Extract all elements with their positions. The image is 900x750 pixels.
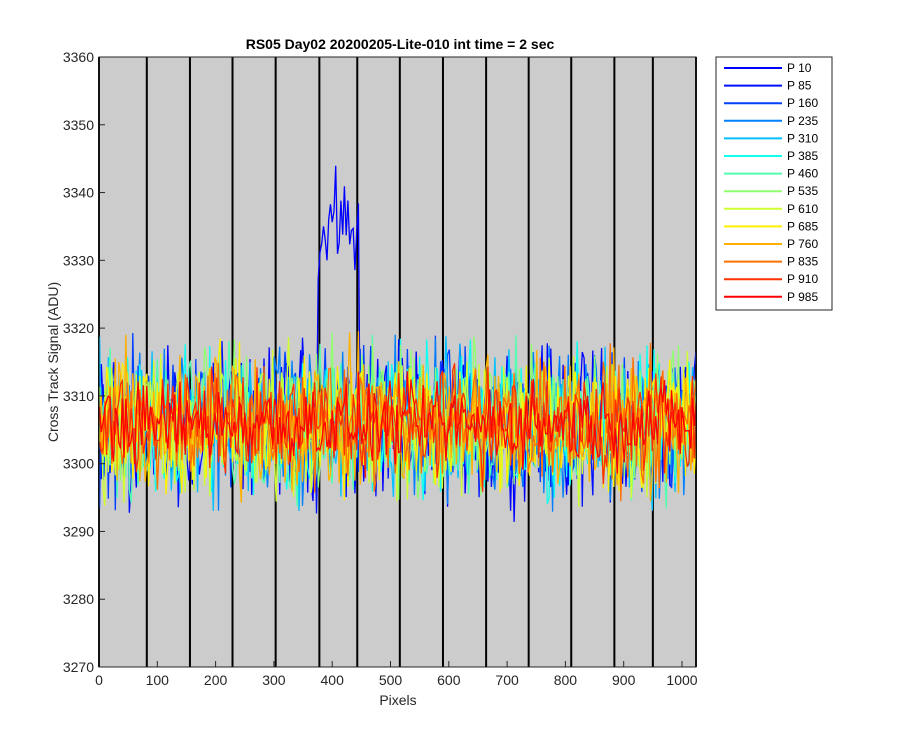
x-tick-label-800: 800: [554, 672, 578, 688]
legend-label-p-160: P 160: [787, 96, 818, 110]
x-axis-label: Pixels: [379, 692, 416, 708]
y-tick-label-3270: 3270: [63, 659, 94, 675]
chart-title: RS05 Day02 20200205-Lite-010 int time = …: [246, 36, 555, 52]
legend-label-p-985: P 985: [787, 290, 818, 304]
y-tick-label-3320: 3320: [63, 320, 94, 336]
x-tick-label-200: 200: [204, 672, 228, 688]
legend-label-p-235: P 235: [787, 114, 818, 128]
y-tick-label-3300: 3300: [63, 456, 94, 472]
plot-area: [99, 57, 696, 667]
y-axis-ticks: 3270 3280 3290 3300 3310 3320 3330 3340 3350 3360: [63, 49, 105, 675]
legend-label-p-610: P 610: [787, 202, 818, 216]
legend-label-p-910: P 910: [787, 272, 818, 286]
series-layer: [99, 165, 696, 522]
y-tick-label-3330: 3330: [63, 252, 94, 268]
x-axis-ticks: 0 100 200 300 400 500 600 700 800 900 1000: [95, 661, 698, 688]
x-tick-label-500: 500: [379, 672, 403, 688]
legend-label-p-760: P 760: [787, 237, 818, 251]
y-tick-label-3360: 3360: [63, 49, 94, 65]
x-tick-label-900: 900: [612, 672, 636, 688]
x-tick-label-600: 600: [437, 672, 461, 688]
legend-label-p-310: P 310: [787, 131, 818, 145]
x-tick-label-400: 400: [321, 672, 345, 688]
y-tick-label-3310: 3310: [63, 388, 94, 404]
y-tick-label-3290: 3290: [63, 523, 94, 539]
y-tick-label-3340: 3340: [63, 185, 94, 201]
y-tick-label-3350: 3350: [63, 117, 94, 133]
x-tick-label-700: 700: [495, 672, 519, 688]
legend-label-p-535: P 535: [787, 184, 818, 198]
x-tick-label-100: 100: [146, 672, 170, 688]
legend: P 10 P 85 P 160 P 235 P 310 P 385 P 460 P 535 P …: [715, 56, 833, 311]
y-tick-label-3280: 3280: [63, 591, 94, 607]
plot-frame: [98, 56, 697, 668]
series-line-p-985: [99, 371, 696, 474]
legend-label-p-385: P 385: [787, 149, 818, 163]
legend-label-p-685: P 685: [787, 219, 818, 233]
y-axis-label: Cross Track Signal (ADU): [45, 282, 61, 442]
x-tick-label-300: 300: [262, 672, 286, 688]
x-tick-label-0: 0: [95, 672, 103, 688]
x-tick-label-1000: 1000: [666, 672, 697, 688]
legend-label-p-10: P 10: [787, 61, 812, 75]
legend-label-p-460: P 460: [787, 167, 818, 181]
legend-label-p-835: P 835: [787, 255, 818, 269]
legend-label-p-85: P 85: [787, 79, 812, 93]
series-line-p-910: [99, 363, 696, 492]
legend-box: [715, 56, 833, 311]
